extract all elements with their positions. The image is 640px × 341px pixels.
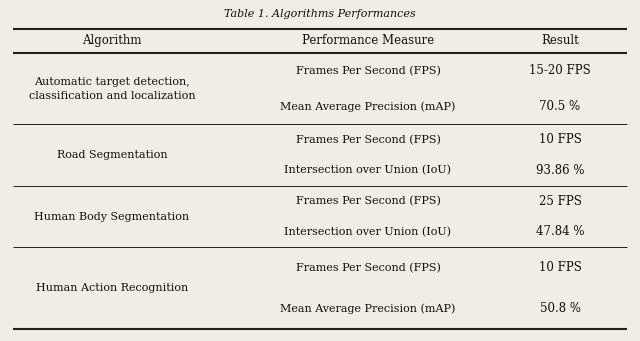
Text: Result: Result	[541, 34, 579, 47]
Text: Algorithm: Algorithm	[83, 34, 141, 47]
Text: 70.5 %: 70.5 %	[540, 100, 580, 113]
Text: Intersection over Union (IoU): Intersection over Union (IoU)	[285, 165, 451, 176]
Text: 10 FPS: 10 FPS	[539, 261, 581, 274]
Text: Road Segmentation: Road Segmentation	[57, 150, 167, 160]
Text: Table 1. Algorithms Performances: Table 1. Algorithms Performances	[224, 9, 416, 18]
Text: Intersection over Union (IoU): Intersection over Union (IoU)	[285, 227, 451, 237]
Text: 10 FPS: 10 FPS	[539, 133, 581, 146]
Text: 25 FPS: 25 FPS	[539, 195, 581, 208]
Text: 93.86 %: 93.86 %	[536, 164, 584, 177]
Text: Automatic target detection,
classification and localization: Automatic target detection, classificati…	[29, 77, 195, 101]
Text: Frames Per Second (FPS): Frames Per Second (FPS)	[296, 65, 440, 76]
Text: Mean Average Precision (mAP): Mean Average Precision (mAP)	[280, 303, 456, 314]
Text: Human Action Recognition: Human Action Recognition	[36, 283, 188, 293]
Text: Frames Per Second (FPS): Frames Per Second (FPS)	[296, 263, 440, 273]
Text: Human Body Segmentation: Human Body Segmentation	[35, 211, 189, 222]
Text: 50.8 %: 50.8 %	[540, 302, 580, 315]
Text: Frames Per Second (FPS): Frames Per Second (FPS)	[296, 135, 440, 145]
Text: 47.84 %: 47.84 %	[536, 225, 584, 238]
Text: Performance Measure: Performance Measure	[302, 34, 434, 47]
Text: 15-20 FPS: 15-20 FPS	[529, 64, 591, 77]
Text: Mean Average Precision (mAP): Mean Average Precision (mAP)	[280, 101, 456, 112]
Text: Frames Per Second (FPS): Frames Per Second (FPS)	[296, 196, 440, 206]
